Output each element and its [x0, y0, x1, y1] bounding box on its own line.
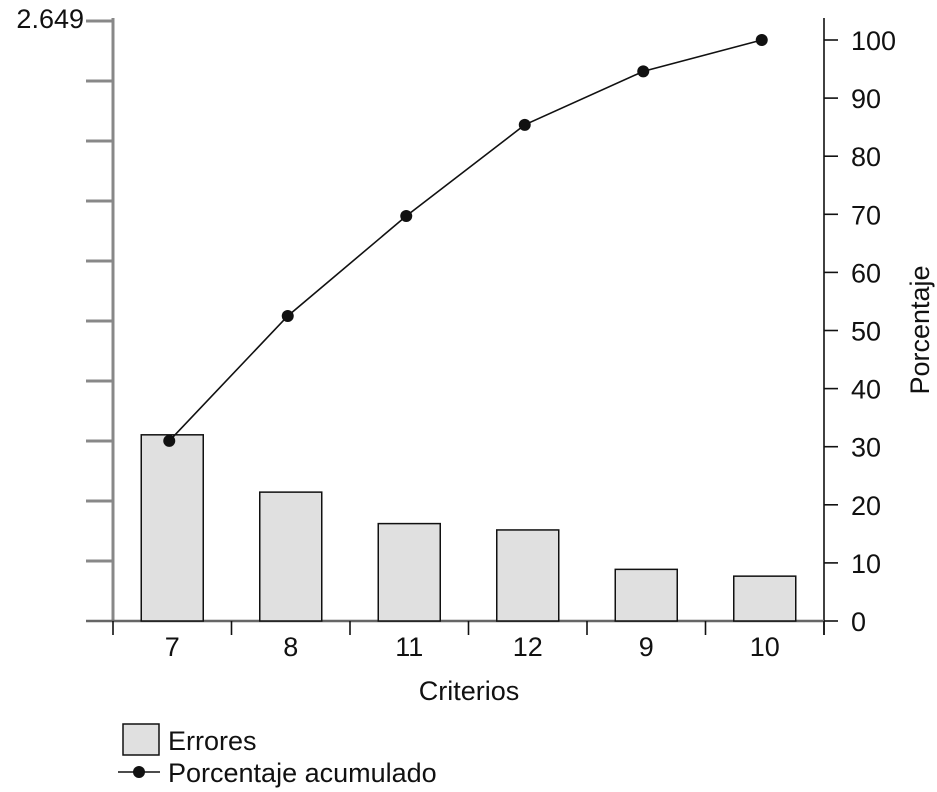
legend: Errores Porcentaje acumulado — [118, 723, 437, 788]
cumulative-line — [163, 34, 768, 447]
right-axis-tick-label: 50 — [851, 317, 881, 347]
bar — [733, 575, 797, 622]
right-axis-tick-label: 90 — [851, 84, 881, 114]
legend-line-label: Porcentaje acumulado — [168, 758, 437, 788]
legend-bar-swatch — [122, 723, 160, 756]
right-axis-tick-label: 80 — [851, 142, 881, 172]
right-axis-tick-label: 40 — [851, 375, 881, 405]
cumulative-point — [163, 434, 176, 447]
right-axis-tick-label: 60 — [851, 258, 881, 288]
cumulative-point — [518, 118, 531, 131]
cumulative-line-path — [168, 39, 762, 442]
x-axis-tick-label: 10 — [750, 632, 780, 662]
cumulative-point — [755, 34, 768, 46]
bar — [377, 522, 441, 622]
bar — [496, 529, 560, 622]
left-axis — [86, 18, 115, 621]
x-axis-tick-label: 8 — [283, 632, 298, 662]
cumulative-point — [281, 309, 294, 322]
right-axis-title: Porcentaje — [905, 265, 935, 394]
right-axis-tick-label: 20 — [851, 491, 881, 521]
right-axis-tick-label: 30 — [851, 433, 881, 463]
bar — [259, 491, 323, 622]
x-axis-tick-label: 11 — [395, 632, 423, 662]
left-axis-max-label: 2.649 — [16, 4, 84, 34]
bar — [614, 568, 678, 622]
bars — [140, 434, 797, 622]
legend-bar-label: Errores — [168, 726, 257, 756]
right-axis: 0 10 20 30 40 50 60 70 80 90 100 — [823, 18, 896, 637]
x-axis-tick-label: 9 — [639, 632, 654, 662]
right-axis-tick-label: 0 — [851, 607, 866, 637]
x-axis: 7 8 11 12 9 10 — [86, 619, 825, 662]
right-axis-tick-label: 100 — [851, 26, 896, 56]
x-axis-tick-label: 12 — [513, 632, 543, 662]
right-axis-tick-label: 70 — [851, 200, 881, 230]
legend-line-marker — [133, 766, 145, 778]
cumulative-point — [400, 210, 413, 223]
right-axis-tick-label: 10 — [851, 549, 881, 579]
cumulative-point — [637, 65, 650, 78]
x-axis-tick-label: 7 — [165, 632, 180, 662]
bar — [140, 434, 204, 622]
x-axis-title: Criterios — [419, 676, 520, 706]
